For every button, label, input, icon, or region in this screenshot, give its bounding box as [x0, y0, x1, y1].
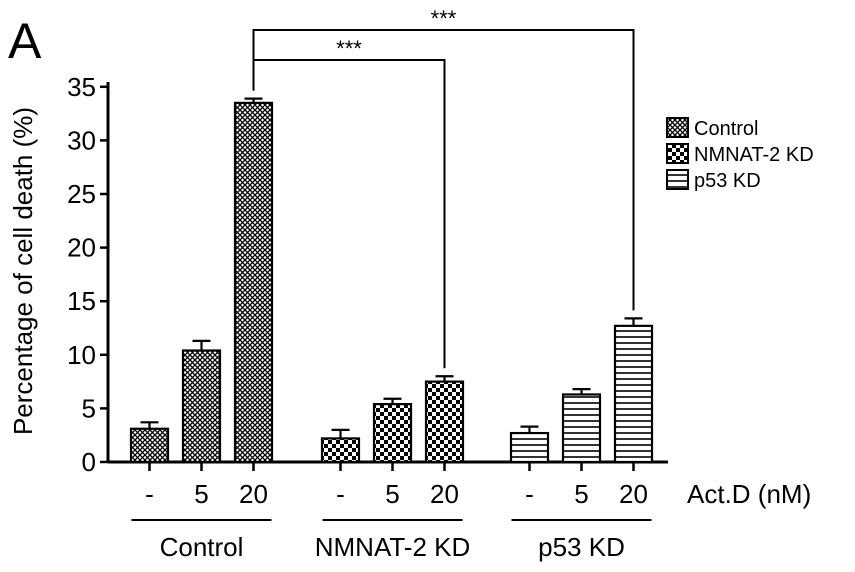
y-tick-label: 25 — [67, 179, 96, 209]
y-tick-label: 5 — [82, 393, 96, 423]
significance-bracket — [252, 59, 446, 369]
dose-label: 5 — [574, 479, 588, 509]
bar — [181, 349, 222, 464]
dose-label: 5 — [385, 479, 399, 509]
legend-label: NMNAT-2 KD — [694, 144, 814, 166]
bar — [613, 324, 654, 464]
dose-label: - — [525, 479, 534, 509]
y-tick-label: 15 — [67, 286, 96, 316]
legend-swatch — [666, 169, 689, 190]
dose-label: - — [145, 479, 154, 509]
legend-label: p53 KD — [694, 170, 761, 192]
legend-label: Control — [694, 118, 758, 140]
panel-label: A — [8, 13, 42, 69]
group-label: NMNAT-2 KD — [315, 532, 471, 562]
bar-group — [129, 97, 654, 464]
bar — [561, 393, 602, 464]
y-axis: 0 5 10 15 20 25 30 35 — [67, 72, 110, 477]
significance-bracket — [252, 28, 635, 311]
y-tick-label: 30 — [67, 125, 96, 155]
bar — [372, 403, 413, 464]
significance-brackets: *** *** — [252, 6, 635, 369]
x-axis-label: Act.D (nM) — [687, 479, 811, 509]
group-label: Control — [160, 532, 244, 562]
bar — [424, 380, 465, 464]
dose-label: - — [336, 479, 345, 509]
x-tick-group — [148, 462, 635, 471]
y-tick-label: 20 — [67, 233, 96, 263]
legend-swatch — [666, 117, 689, 138]
dose-label: 20 — [430, 479, 459, 509]
group-label-group: Control NMNAT-2 KD p53 KD — [131, 519, 652, 562]
bar — [129, 427, 170, 464]
y-axis-label: Percentage of cell death (%) — [8, 107, 38, 435]
y-tick-label: 10 — [67, 340, 96, 370]
dose-label: 20 — [239, 479, 268, 509]
group-label: p53 KD — [538, 532, 625, 562]
significance-label: *** — [431, 6, 457, 31]
legend: Control NMNAT-2 KD p53 KD — [666, 117, 814, 192]
y-tick-label: 35 — [67, 72, 96, 102]
y-tick-label: 0 — [82, 447, 96, 477]
legend-swatch — [666, 143, 689, 164]
dose-label: 20 — [619, 479, 648, 509]
bar — [233, 101, 274, 464]
bar — [320, 437, 361, 464]
dose-label-group: - 5 20 - 5 20 - 5 20 — [145, 479, 648, 509]
significance-label: *** — [336, 36, 362, 61]
y-tick-group: 0 5 10 15 20 25 30 35 — [67, 72, 108, 477]
bar — [509, 431, 550, 464]
dose-label: 5 — [194, 479, 208, 509]
